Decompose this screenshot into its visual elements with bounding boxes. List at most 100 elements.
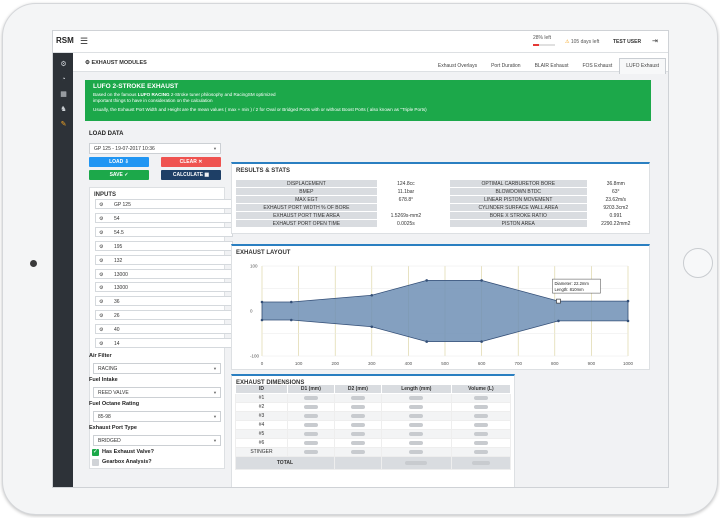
input-value: 54.5 bbox=[114, 229, 124, 236]
exhaust-valve-checkbox[interactable]: ✓ bbox=[92, 449, 99, 456]
module-header: ⚙ EXHAUST MODULES Exhaust Overlays Port … bbox=[73, 53, 668, 74]
dim-cell bbox=[286, 447, 335, 457]
dim-cell bbox=[450, 420, 512, 430]
input-field[interactable]: ⚙ 13000 bbox=[95, 282, 233, 293]
logout-icon[interactable]: ⇥ bbox=[652, 38, 658, 45]
fuel-octane-label: Fuel Octane Rating bbox=[89, 401, 140, 407]
lower-point bbox=[425, 340, 428, 343]
x-tick-label: 0 bbox=[261, 361, 264, 366]
layout-panel: EXHAUST LAYOUT 0 100 200 300 400 500 600 700 800… bbox=[231, 244, 650, 370]
input-field[interactable]: ⚙ 40 bbox=[95, 324, 233, 335]
fuel-octane-select[interactable]: 85-98 ▼ bbox=[93, 411, 221, 422]
dim-id: #3 bbox=[235, 411, 288, 421]
x-tick-label: 1000 bbox=[623, 361, 634, 366]
exhaust-valve-label: Has Exhaust Valve? bbox=[102, 449, 154, 455]
layout-title: EXHAUST LAYOUT bbox=[236, 250, 291, 256]
dim-cell bbox=[333, 429, 382, 439]
dim-cell bbox=[380, 447, 452, 457]
stat-label: DISPLACEMENT bbox=[235, 179, 378, 188]
input-field[interactable]: ⚙ 54.5 bbox=[95, 226, 233, 237]
stat-row: MAX EGT 678.8° bbox=[235, 195, 436, 204]
port-type-select[interactable]: BRIDGED ▼ bbox=[93, 435, 221, 446]
tooltip-marker bbox=[556, 298, 561, 304]
stat-label: EXHAUST PORT TIME AREA bbox=[235, 211, 378, 220]
input-field[interactable]: ⚙ 36 bbox=[95, 296, 233, 307]
input-field[interactable]: ⚙ 54 bbox=[95, 212, 233, 223]
dim-id: #5 bbox=[235, 429, 288, 439]
input-field[interactable]: ⚙ 132 bbox=[95, 254, 233, 265]
input-field[interactable]: ⚙ 26 bbox=[95, 310, 233, 321]
stat-label: MAX EGT bbox=[235, 195, 378, 204]
port-type-label: Exhaust Port Type bbox=[89, 425, 137, 431]
quota-used: 28% left bbox=[533, 35, 552, 41]
x-tick-label: 800 bbox=[551, 361, 559, 366]
table-row: #3 bbox=[235, 411, 512, 421]
gears-icon: ⚙ bbox=[99, 215, 104, 222]
tooltip-diameter: Diameter: 22.2mm bbox=[554, 281, 589, 286]
dim-cell bbox=[333, 447, 382, 457]
x-tick-label: 700 bbox=[514, 361, 522, 366]
input-field[interactable]: ⚙ 195 bbox=[95, 240, 233, 251]
tab-lufo-exhaust[interactable]: LUFO Exhaust bbox=[619, 58, 666, 74]
input-field[interactable]: ⚙ 13000 bbox=[95, 268, 233, 279]
user-name[interactable]: TEST USER bbox=[613, 39, 642, 45]
stat-label: PISTON AREA bbox=[449, 219, 588, 228]
banner-line-3: Usually, the Exhaust Port Width and Heig… bbox=[93, 107, 427, 112]
input-field[interactable]: ⚙ 14 bbox=[95, 338, 233, 348]
gears-icon: ⚙ bbox=[99, 313, 104, 320]
dim-header: D1 (mm) bbox=[286, 384, 335, 394]
dim-cell bbox=[380, 411, 452, 421]
stat-value bbox=[376, 203, 436, 212]
dim-header: Volume (L) bbox=[450, 384, 512, 394]
gears-icon: ⚙ bbox=[99, 229, 104, 236]
air-filter-select[interactable]: RACING ▼ bbox=[93, 363, 221, 374]
save-button[interactable]: SAVE ✓ bbox=[89, 170, 149, 180]
fuel-intake-select[interactable]: REED VALVE ▼ bbox=[93, 387, 221, 398]
app-logo[interactable]: RSM bbox=[56, 36, 74, 45]
motorcycle-icon[interactable]: ♞ bbox=[60, 106, 67, 113]
upper-point bbox=[260, 300, 264, 304]
load-data-select[interactable]: GP 125 - 19-07-2017 10:36 ▼ bbox=[89, 143, 221, 154]
dim-cell bbox=[333, 456, 382, 470]
y-tick-label: 0 bbox=[250, 309, 253, 314]
calculate-button[interactable]: CALCULATE ▦ bbox=[161, 170, 221, 180]
upper-point bbox=[626, 299, 630, 303]
tab-blair-exhaust[interactable]: BLAIR Exhaust bbox=[534, 63, 569, 69]
dim-cell bbox=[450, 429, 512, 439]
dim-cell bbox=[450, 411, 512, 421]
dim-cell bbox=[380, 456, 452, 470]
dim-cell bbox=[333, 420, 382, 430]
stat-value: 36.8mm bbox=[586, 179, 646, 188]
home-button[interactable] bbox=[683, 248, 713, 278]
banner-line-2: important things to have in consideratio… bbox=[93, 98, 213, 103]
calculator-icon[interactable]: ▦ bbox=[60, 91, 67, 98]
stat-row: EXHAUST PORT OPEN TIME 0.0025s bbox=[235, 219, 436, 228]
stat-row: EXHAUST PORT WIDTH % OF BORE bbox=[235, 203, 436, 212]
stat-value: 9203.3cm2 bbox=[586, 203, 646, 212]
table-row: #2 bbox=[235, 402, 512, 412]
tab-exhaust-overlays[interactable]: Exhaust Overlays bbox=[437, 63, 478, 69]
table-row: STINGER bbox=[235, 447, 512, 457]
input-value: 14 bbox=[114, 341, 120, 347]
gauge-icon[interactable]: ◔ bbox=[61, 76, 66, 83]
x-tick-label: 600 bbox=[478, 361, 486, 366]
tab-fos-exhaust[interactable]: FOS Exhaust bbox=[582, 63, 613, 69]
load-button[interactable]: LOAD ⇩ bbox=[89, 157, 149, 167]
dim-cell bbox=[380, 420, 452, 430]
table-row: #4 bbox=[235, 420, 512, 430]
input-field[interactable]: ⚙ GP 125 bbox=[95, 199, 233, 209]
quota-days: ⚠ 105 days left bbox=[565, 39, 600, 45]
stat-value: 678.8° bbox=[376, 195, 436, 204]
banner-line-1: Based on the famous LUFO RACING 2-Stroke… bbox=[93, 92, 276, 97]
table-row: #5 bbox=[235, 429, 512, 439]
wrench-icon[interactable]: ✎ bbox=[60, 121, 67, 128]
dim-header: D2 (mm) bbox=[333, 384, 382, 394]
clear-button[interactable]: CLEAR ✕ bbox=[161, 157, 221, 167]
gears-icon[interactable]: ⚙ bbox=[60, 61, 67, 68]
menu-icon[interactable]: ☰ bbox=[80, 36, 89, 46]
gearbox-checkbox[interactable] bbox=[92, 459, 99, 466]
quota-bar bbox=[533, 44, 555, 46]
lower-point bbox=[289, 318, 293, 322]
tab-port-duration[interactable]: Port Duration bbox=[491, 63, 521, 69]
input-value: 36 bbox=[114, 299, 120, 306]
